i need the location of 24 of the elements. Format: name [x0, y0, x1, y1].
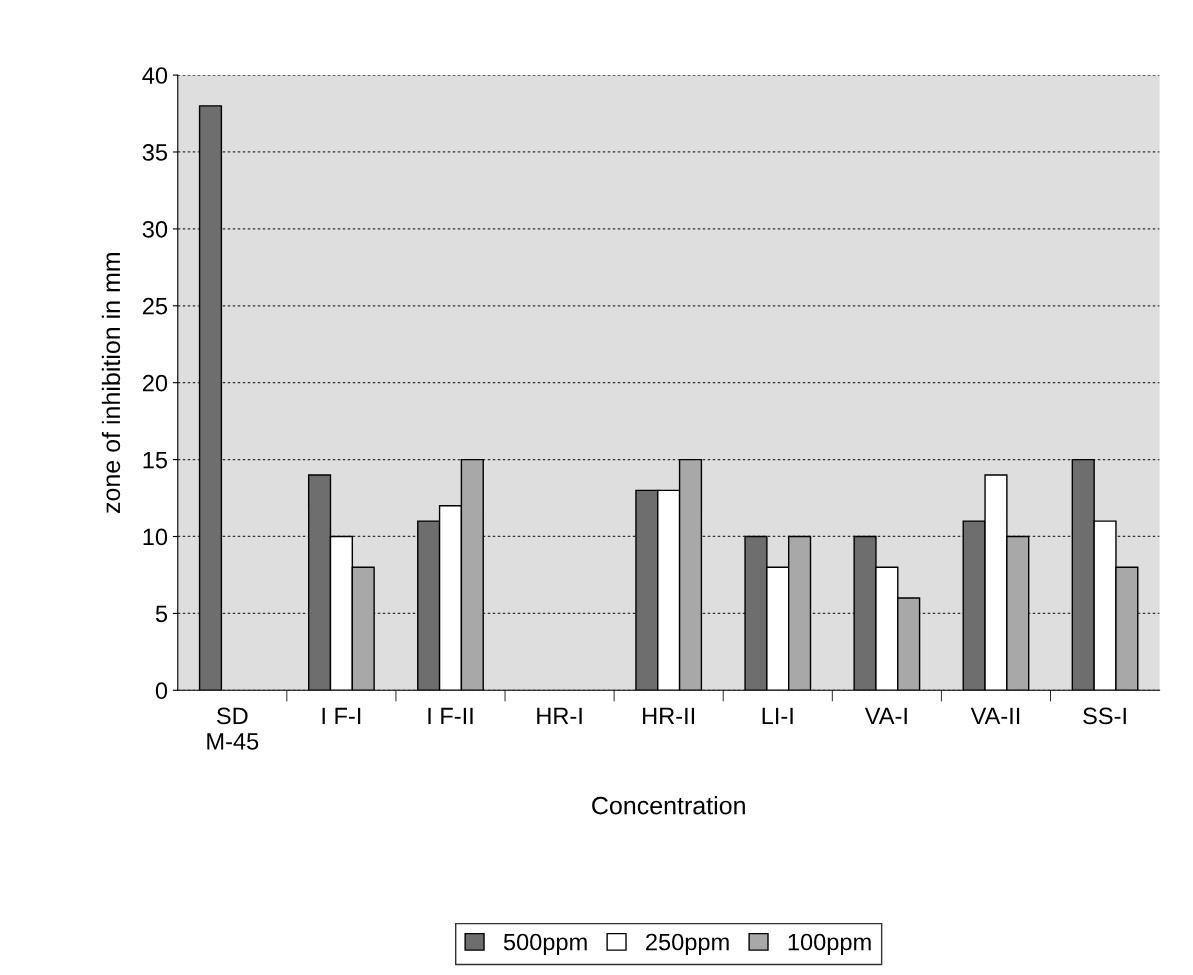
y-tick-label: 35: [142, 144, 168, 161]
y-tick-label: 5: [155, 605, 168, 623]
x-tick-label: LI-I: [762, 707, 793, 725]
x-tick-label: HR-II: [643, 707, 695, 725]
x-tick-label: I F-II: [428, 707, 473, 725]
y-tick-label: 25: [142, 297, 168, 315]
legend-label: 500ppm: [503, 933, 587, 956]
y-tick-label: 10: [143, 528, 168, 546]
x-axis-title: Concentration: [592, 796, 745, 815]
legend-label: 250ppm: [646, 933, 729, 956]
legend-label: 100ppm: [788, 933, 871, 956]
y-axis-title: zone of inhibition in mm: [101, 253, 121, 513]
y-tick-label: 0: [155, 682, 168, 700]
bar: [198, 105, 223, 691]
x-tick-label: VA-I: [864, 707, 907, 725]
y-tick-label: 30: [142, 220, 168, 238]
x-tick-label: VA-II: [970, 707, 1020, 725]
x-tick-label: I F-I: [322, 707, 361, 725]
x-tick-label: SD M-45: [207, 707, 259, 750]
x-tick-label: HR-I: [537, 707, 582, 725]
x-tick-label: SS-I: [1083, 707, 1126, 725]
y-tick-label: 20: [142, 374, 168, 392]
y-tick-label: 40: [142, 67, 168, 84]
y-tick-label: 15: [143, 451, 168, 469]
